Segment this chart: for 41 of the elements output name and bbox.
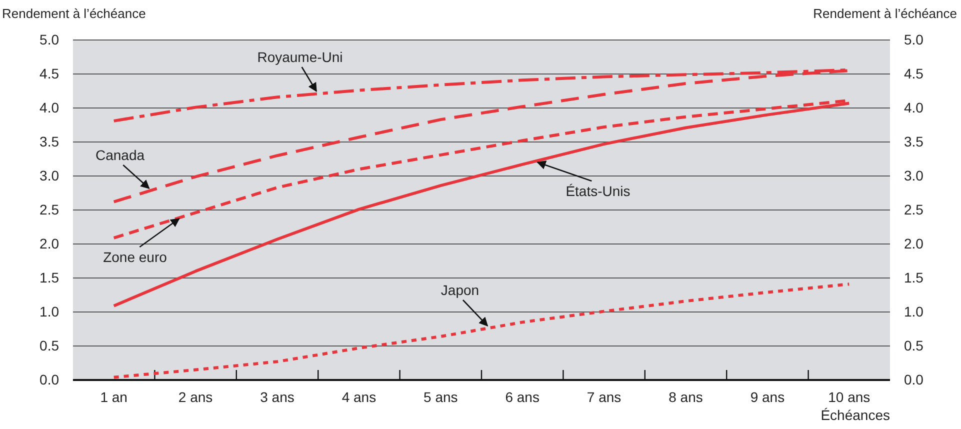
y2-tick-label: 2.0 [904,235,924,252]
y2-tick-label: 3.0 [904,167,924,184]
x-tick-label: 6 ans [505,388,540,405]
y-tick-label: 4.5 [40,65,60,82]
y-tick-label: 4.0 [40,99,60,116]
x-tick-label: 1 an [100,388,128,405]
text: Canada [95,147,145,163]
y-tick-label: 2.0 [40,235,60,252]
y2-tick-label: 0.5 [904,337,924,354]
series-label: Zone euro [103,249,168,265]
y-tick-label: 5.0 [40,31,60,48]
text: États-Unis [566,183,630,199]
y-tick-label: 3.0 [40,167,60,184]
y2-axis-title: Rendement à l’échéance [813,6,957,21]
y-tick-label: 1.5 [40,269,60,286]
series-label: Royaume-Uni [257,49,343,65]
line-series [112,282,851,379]
x-tick-label: 8 ans [668,388,703,405]
y-tick-label: 0.5 [40,337,60,354]
x-tick-label: 9 ans [750,388,785,405]
y-tick-label: 3.5 [40,133,60,150]
y2-tick-label: 4.0 [904,99,924,116]
y2-tick-label: 0.0 [904,371,924,388]
x-tick-label: 2 ans [178,388,213,405]
x-tick-label: 4 ans [342,388,376,405]
text: Japon [440,282,480,298]
y-tick-label: 2.5 [40,201,60,218]
x-tick-label: 3 ans [260,388,294,405]
x-tick-label: 10 ans [828,388,870,405]
x-tick-label: 7 ans [586,388,622,405]
y2-tick-label: 3.5 [904,133,924,150]
x-tick-label: 5 ans [424,388,458,405]
y2-tick-label: 4.5 [904,65,924,82]
y2-tick-label: 5.0 [904,31,924,48]
y-tick-label: 1.0 [40,303,60,320]
y2-tick-label: 1.0 [904,303,924,320]
y2-tick-label: 1.5 [904,269,924,286]
y-axis-title: Rendement à l’échéance [2,6,146,21]
x-axis-title: Échéances [820,407,890,423]
y2-tick-label: 2.5 [904,201,924,218]
y-tick-label: 0.0 [40,371,60,388]
